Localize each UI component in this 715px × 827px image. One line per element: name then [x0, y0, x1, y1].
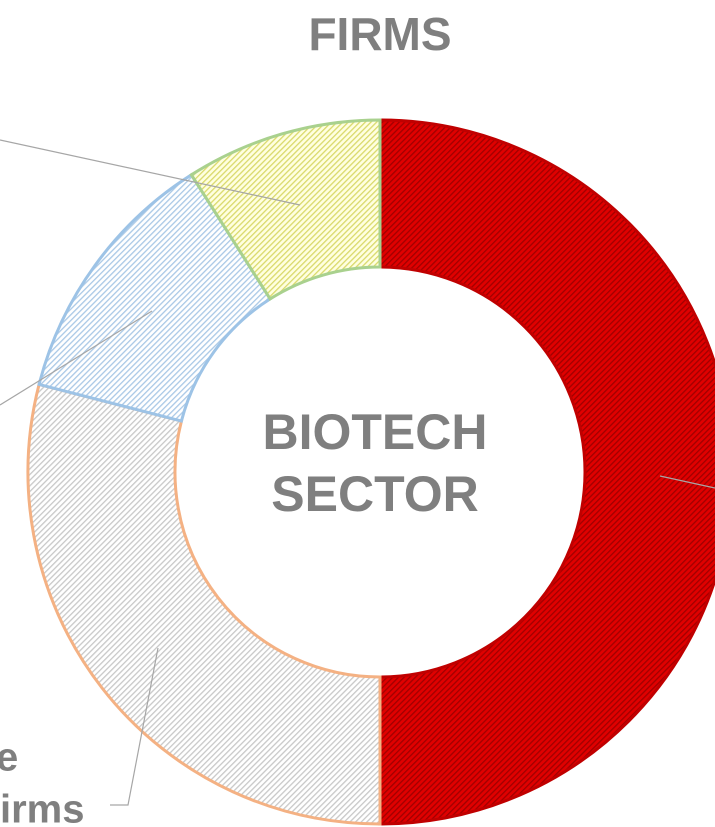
- center-label: SECTOR: [271, 466, 478, 522]
- donut-segment: [189, 118, 382, 301]
- donut-segment: [378, 118, 715, 826]
- leader-line: [659, 475, 715, 489]
- center-label: BIOTECH: [263, 404, 488, 460]
- chart-title: FIRMS: [308, 8, 451, 60]
- leader-line: [0, 310, 153, 406]
- segment-label: e: [0, 736, 18, 780]
- segment-label: irms: [0, 788, 85, 827]
- donut-segment: [26, 382, 382, 826]
- leader-line: [0, 139, 301, 206]
- donut: [26, 118, 715, 826]
- leader-line: [110, 647, 159, 806]
